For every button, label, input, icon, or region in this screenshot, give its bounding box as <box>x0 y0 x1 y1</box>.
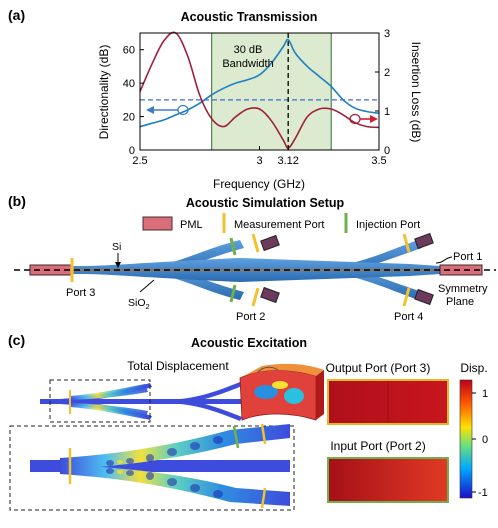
inset-blue-lobe-1 <box>254 385 278 399</box>
inset-top-face <box>240 363 324 378</box>
y-right-tick-label: 3 <box>384 28 390 40</box>
y-right-tick-label: 2 <box>384 67 390 79</box>
inset-bracket <box>257 366 279 373</box>
port-2-label: Port 2 <box>236 311 265 323</box>
bandwidth-label-line2: Bandwidth <box>222 58 273 70</box>
input-port-field <box>327 457 449 503</box>
overview-field-lower <box>70 403 148 419</box>
overview-upper-right <box>180 382 242 403</box>
colorbar-tick-zero: 0 <box>482 434 488 446</box>
panel-b-title: Acoustic Simulation Setup <box>186 196 345 210</box>
measurement-upper <box>251 233 260 253</box>
panel-c-title: Acoustic Excitation <box>191 336 307 350</box>
setup-legend: PML Measurement Port Injection Port <box>142 213 420 233</box>
si-label: Si <box>112 241 121 253</box>
y-left-tick-label: 40 <box>123 78 135 90</box>
left-axis-arrow <box>146 104 189 116</box>
injection-upper <box>229 237 237 256</box>
x-axis-label: Frequency (GHz) <box>213 177 305 191</box>
port-1-pointer <box>435 256 453 264</box>
colorbar-tick-min: -1 <box>478 487 488 499</box>
y-left-tick-label: 20 <box>123 112 135 124</box>
pml-swatch <box>142 216 173 231</box>
port-box-lower-right <box>414 288 434 306</box>
zoom-injection <box>232 425 240 449</box>
si-arrow <box>115 262 121 268</box>
x-tick-label: 3.5 <box>371 155 386 167</box>
zoom-measurement-lower <box>260 487 267 509</box>
symmetry-label-1: Symmetry <box>438 283 488 295</box>
input-port-title: Input Port (Port 2) <box>330 439 425 453</box>
bandwidth-label-line1: 30 dB <box>234 44 263 56</box>
left-axis-label: Directionality (dB) <box>97 45 111 140</box>
overview-core <box>40 399 280 404</box>
port-box-lower-left <box>260 286 280 304</box>
sio2-label: SiO2 <box>128 297 150 311</box>
zoom-antinodes <box>117 458 143 476</box>
panel-a-title: Acoustic Transmission <box>181 10 318 24</box>
sio2-pointer <box>139 279 155 293</box>
legend-measurement: Measurement Port <box>234 219 324 231</box>
injection-port-2 <box>229 284 237 303</box>
right-axis-arrow <box>349 113 378 125</box>
port-3-label: Port 3 <box>66 287 95 299</box>
right-axis-label: Insertion Loss (dB) <box>409 42 423 143</box>
port-1-marker <box>402 233 411 253</box>
colorbar <box>459 379 473 499</box>
y-right-tick-label: 0 <box>384 145 390 157</box>
panel-c-label: (c) <box>8 332 25 348</box>
y-right-tick-label: 1 <box>384 106 390 118</box>
x-tick-label: 2.5 <box>132 155 147 167</box>
port-1-label: Port 1 <box>453 251 482 263</box>
inset-blue-lobe-2 <box>284 388 304 404</box>
insertion-loss-series <box>139 31 380 149</box>
y-left-tick-label: 0 <box>129 145 135 157</box>
displacement-overview <box>40 379 280 423</box>
zoom-standing-wave-nodes <box>106 436 223 498</box>
colorbar-tick-max: 1 <box>482 388 488 400</box>
port-2-measurement <box>251 287 260 307</box>
y-left-tick-label: 60 <box>123 45 135 57</box>
port-box-upper-right <box>414 232 434 250</box>
output-port-title: Output Port (Port 3) <box>326 361 431 375</box>
overview-lower-right <box>180 400 242 421</box>
inset-side-face <box>316 370 324 420</box>
overview-field-upper <box>70 384 148 400</box>
port-box-upper-left <box>260 234 280 252</box>
displacement-zoom <box>9 423 295 511</box>
legend-pml: PML <box>180 219 203 231</box>
total-displacement-title: Total Displacement <box>127 359 229 373</box>
bandwidth-band <box>211 32 332 151</box>
x-tick-label: 3 <box>256 155 262 167</box>
inset-front-face <box>239 369 317 421</box>
zoom-upper-field <box>60 424 290 470</box>
symmetry-label-2: Plane <box>446 296 474 308</box>
colorbar-title: Disp. <box>460 361 487 375</box>
legend-injection: Injection Port <box>356 219 420 231</box>
inset-yellow-lobe <box>272 381 288 389</box>
directionality-series <box>139 38 380 128</box>
zoom-measurement-upper <box>260 423 267 445</box>
setup-diagram: Si SiO2 Port 3 Port 2 Port 4 Port 1 Symm… <box>14 232 496 323</box>
zoom-frame <box>9 425 295 511</box>
panel-a-label: (a) <box>8 7 25 23</box>
mode-cross-section-inset <box>239 363 324 421</box>
x-tick-label: 3.12 <box>277 155 298 167</box>
panel-b-label: (b) <box>8 193 26 209</box>
port-4-label: Port 4 <box>394 311 423 323</box>
zoom-region-box <box>49 379 151 423</box>
port-4-marker <box>402 287 411 307</box>
